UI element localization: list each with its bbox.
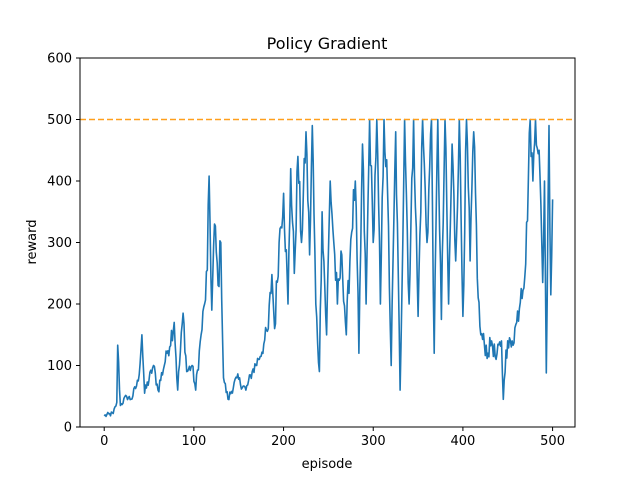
y-axis-label: reward xyxy=(25,219,40,264)
plot-frame xyxy=(79,57,576,428)
x-tick-label: 0 xyxy=(100,434,108,449)
x-tick-label: 300 xyxy=(361,434,386,449)
axis-ticks: 0 100 200 300 400 500 0 100 200 300 400 500 600 xyxy=(47,52,565,450)
x-tick-label: 400 xyxy=(450,434,475,449)
plot-area xyxy=(80,118,575,418)
x-tick-label: 200 xyxy=(271,434,296,449)
y-tick-label: 300 xyxy=(47,236,72,251)
y-tick-label: 200 xyxy=(47,298,72,313)
x-axis-label: episode xyxy=(302,457,353,472)
y-tick-label: 500 xyxy=(47,113,72,128)
y-tick-label: 0 xyxy=(64,421,72,436)
y-tick-label: 600 xyxy=(47,52,72,67)
x-tick-label: 100 xyxy=(181,434,206,449)
x-tick-label: 500 xyxy=(540,434,565,449)
chart-title: Policy Gradient xyxy=(267,34,388,53)
y-tick-label: 100 xyxy=(47,359,72,374)
y-tick-label: 400 xyxy=(47,175,72,190)
series-line-0 xyxy=(103,118,554,418)
